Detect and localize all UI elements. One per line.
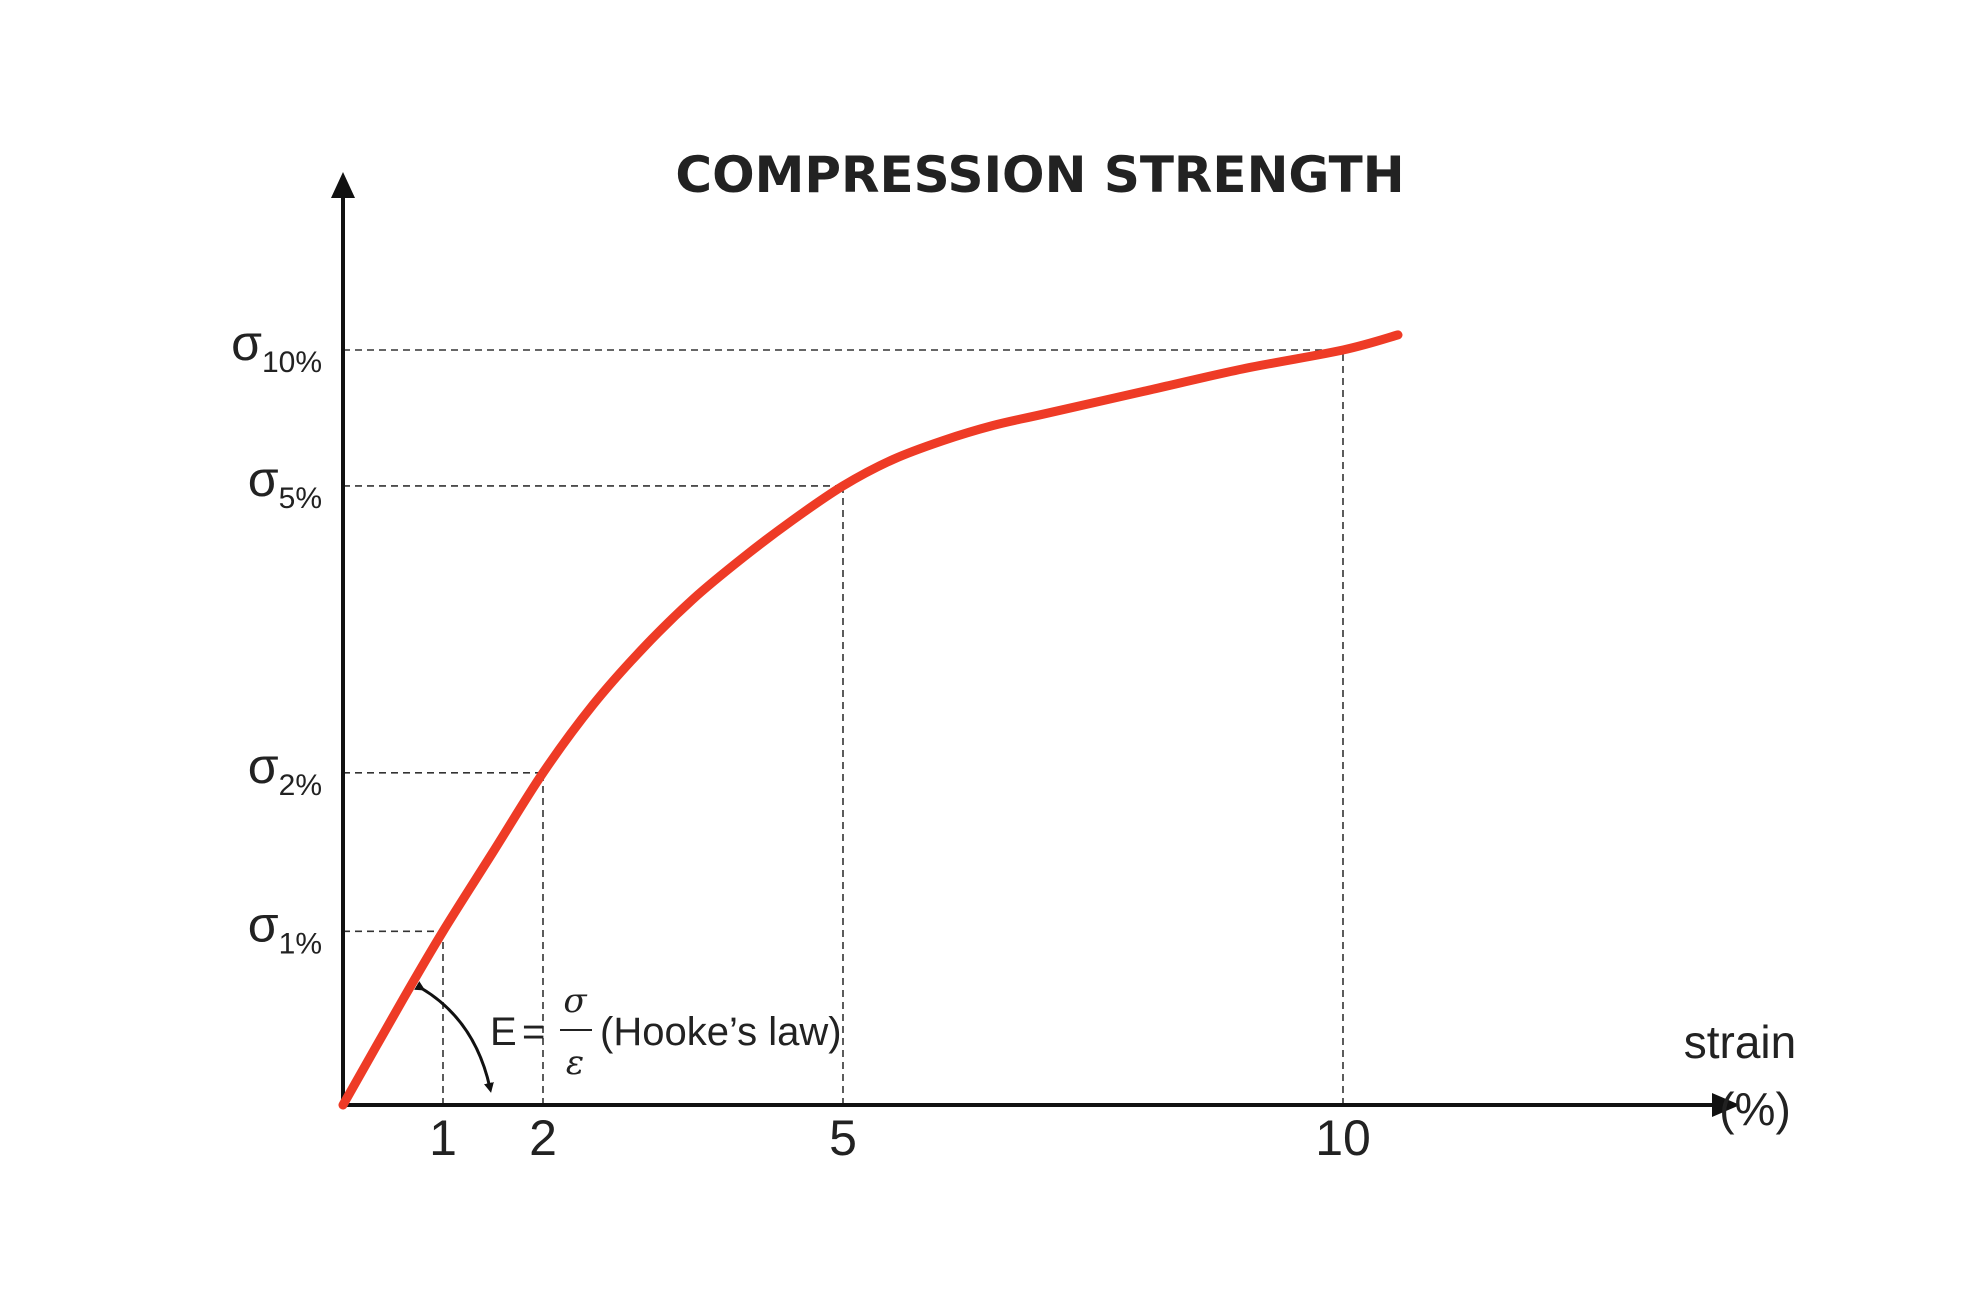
y-tick-label: σ5%: [248, 451, 322, 515]
x-tick-labels: 1 2 5 10: [429, 1110, 1371, 1166]
x-tick-label: 1: [429, 1110, 457, 1166]
hookes-law-annotation: E = σ ε (Hooke’s law): [414, 981, 842, 1093]
formula-denominator: ε: [566, 1043, 584, 1083]
y-axis-arrow: [331, 172, 355, 198]
series-group: [338, 330, 1403, 1110]
x-tick-label: 2: [529, 1110, 557, 1166]
formula-equals: =: [522, 1010, 545, 1054]
y-tick-label: σ2%: [248, 738, 322, 802]
y-tick-labels: σ1% σ2% σ5% σ10%: [231, 315, 322, 960]
formula-lhs: E: [490, 1010, 517, 1054]
x-axis-arrow: [1712, 1093, 1740, 1117]
y-tick-label: σ10%: [231, 315, 322, 379]
axes: [331, 172, 1740, 1117]
formula-note: (Hooke’s law): [600, 1010, 842, 1054]
x-tick-label: 5: [829, 1110, 857, 1166]
formula-numerator: σ: [563, 981, 587, 1021]
stress-strain-curve: [338, 330, 1403, 1110]
y-tick-label: σ1%: [248, 896, 322, 960]
angle-arc-arrow: [414, 981, 494, 1093]
x-axis-unit: (%): [1719, 1083, 1791, 1135]
reference-lines: [343, 349, 1344, 1105]
x-tick-label: 10: [1315, 1110, 1371, 1166]
chart-title: COMPRESSION STRENGTH: [675, 146, 1404, 204]
x-axis-label: strain: [1684, 1016, 1796, 1068]
